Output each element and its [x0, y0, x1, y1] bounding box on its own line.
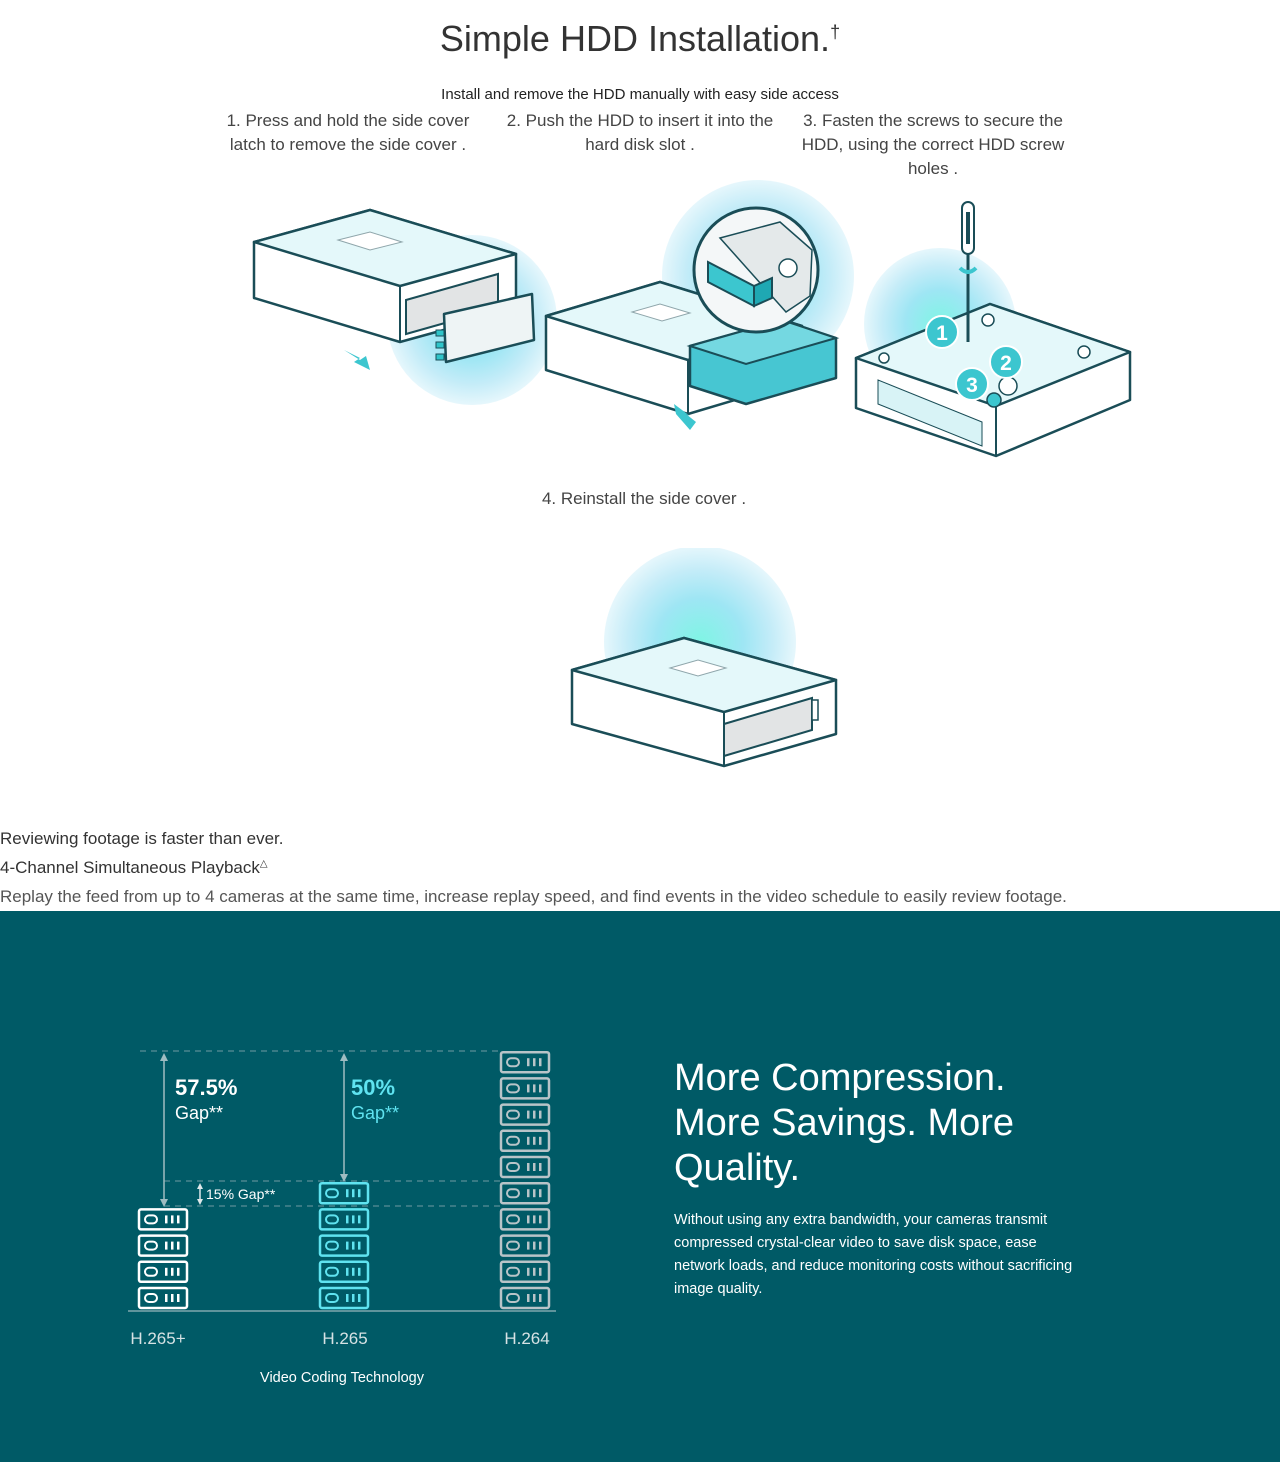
svg-text:3: 3	[966, 374, 978, 397]
bar-unit-h264-10	[499, 1050, 551, 1074]
nvr-device-icon	[570, 636, 838, 768]
bar-unit-h265-2	[137, 1260, 189, 1284]
arrow-icon	[674, 404, 696, 430]
compression-title-line-1: More Compression.	[674, 1057, 1006, 1099]
step-3-line-1: 3. Fasten the screws to secure the	[803, 111, 1063, 130]
arrow-icon	[344, 350, 370, 370]
playback-description: Replay the feed from up to 4 cameras at …	[0, 887, 1067, 906]
compression-title: More Compression. More Savings. More Qua…	[674, 1056, 1094, 1191]
zoom-detail-icon	[692, 206, 820, 334]
compression-desc-line-2: compressed crystal-clear video to save d…	[674, 1235, 1037, 1251]
svg-text:1: 1	[936, 322, 948, 345]
compression-description: Without using any extra bandwidth, your …	[674, 1209, 1104, 1301]
bar-unit-h264-8	[499, 1103, 551, 1126]
bar-unit-h265-3	[137, 1234, 189, 1257]
dagger-mark: †	[830, 22, 841, 42]
step-2-line-2: hard disk slot .	[585, 135, 695, 154]
bar-unit-h264-6	[499, 1155, 551, 1179]
compression-title-line-3: Quality.	[674, 1147, 801, 1189]
screwdriver-icon	[958, 201, 978, 342]
bar-unit-h264-9	[499, 1077, 551, 1100]
svg-text:2: 2	[1000, 352, 1012, 375]
compression-section: 57.5% Gap** 50% Gap** 15% Gap** H.265+ H…	[0, 911, 1280, 1462]
bar-unit-h265-1	[137, 1286, 189, 1310]
bar-unit-h264-5	[499, 1181, 551, 1205]
step-4-text: 4. Reinstall the side cover .	[440, 487, 848, 511]
step-2-line-1: 2. Push the HDD to insert it into the	[506, 111, 774, 130]
playback-heading: Reviewing footage is faster than ever.	[0, 829, 284, 848]
callout-3: 3	[955, 367, 989, 401]
triangle-mark: △	[259, 858, 268, 870]
compression-desc-line-1: Without using any extra bandwidth, your …	[674, 1212, 1048, 1228]
step-4-line-1: 4. Reinstall the side cover .	[541, 489, 747, 508]
compression-chart: 57.5% Gap** 50% Gap** 15% Gap** H.265+ H…	[128, 1050, 556, 1386]
bar-unit-h265-2	[318, 1260, 370, 1284]
h265plus-gap-label: Gap**	[175, 1103, 223, 1123]
callout-1: 1	[925, 315, 959, 349]
page-title: Simple HDD Installation.†	[439, 18, 841, 59]
step-2-illustration	[544, 180, 854, 430]
h265-gap-label: Gap**	[351, 1103, 399, 1123]
step-4-illustration	[570, 548, 838, 768]
hard-drive-icon	[686, 318, 840, 406]
bar-unit-h265-5	[318, 1181, 370, 1205]
h265plus-gap-value: 57.5%	[175, 1075, 237, 1100]
chart-guides	[128, 1050, 556, 1312]
compression-title-line-2: More Savings. More	[674, 1102, 1015, 1144]
small-gap-label: 15% Gap**	[206, 1186, 276, 1202]
bar-unit-h265-4	[318, 1208, 370, 1231]
bar-unit-h264-7	[499, 1129, 551, 1153]
step-3-line-2: HDD, using the correct HDD screw	[801, 135, 1065, 154]
bar-unit-h264-3	[499, 1234, 551, 1257]
compression-desc-line-3: network loads, and reduce monitoring cos…	[674, 1258, 1073, 1274]
bar-unit-h264-1	[499, 1286, 551, 1310]
step-1-line-1: 1. Press and hold the side cover	[226, 111, 470, 130]
h265-gap-value: 50%	[351, 1075, 395, 1100]
bar-unit-h265-1	[318, 1286, 370, 1310]
callout-2: 2	[989, 345, 1023, 379]
category-label-h265plus: H.265+	[130, 1329, 185, 1348]
category-label-h264: H.264	[504, 1329, 549, 1348]
category-label-h265: H.265	[322, 1329, 367, 1348]
hdd-subtitle: Install and remove the HDD manually with…	[441, 86, 839, 103]
step-1-line-2: latch to remove the side cover .	[229, 135, 467, 154]
step-3-illustration: 1 2 3	[854, 201, 1132, 458]
playback-subheading: 4-Channel Simultaneous Playback△	[0, 858, 268, 877]
compression-desc-line-4: image quality.	[674, 1281, 763, 1297]
bar-unit-h265-3	[318, 1234, 370, 1257]
step-1-illustration	[252, 208, 557, 405]
step-3-line-3: holes .	[907, 159, 959, 178]
step-3-text: 3. Fasten the screws to secure the HDD, …	[788, 109, 1078, 181]
bar-unit-h265-4	[137, 1208, 189, 1231]
bar-unit-h264-2	[499, 1260, 551, 1284]
bar-unit-h264-4	[499, 1208, 551, 1231]
step-1-text: 1. Press and hold the side cover latch t…	[216, 109, 480, 157]
chart-bars	[137, 1050, 551, 1310]
gap-arrows	[160, 1053, 348, 1207]
x-axis-label: Video Coding Technology	[260, 1370, 425, 1386]
side-cover-icon	[435, 292, 536, 364]
step-2-text: 2. Push the HDD to insert it into the ha…	[498, 109, 782, 157]
